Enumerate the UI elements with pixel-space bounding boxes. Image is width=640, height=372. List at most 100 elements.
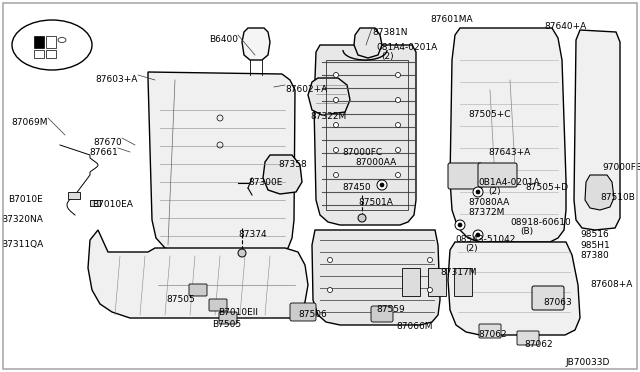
Circle shape — [333, 122, 339, 128]
Bar — [90, 200, 100, 206]
Text: 0B1A4-0201A: 0B1A4-0201A — [478, 178, 540, 187]
Text: B6400: B6400 — [209, 35, 238, 44]
Circle shape — [238, 249, 246, 257]
Text: 87559: 87559 — [376, 305, 404, 314]
Circle shape — [428, 288, 433, 292]
Text: 985H1: 985H1 — [580, 241, 610, 250]
Polygon shape — [585, 175, 614, 210]
FancyBboxPatch shape — [532, 286, 564, 310]
Text: 87317M: 87317M — [440, 268, 477, 277]
FancyBboxPatch shape — [478, 163, 517, 187]
Circle shape — [333, 73, 339, 77]
Text: 97000FB: 97000FB — [602, 163, 640, 172]
Circle shape — [458, 223, 462, 227]
FancyBboxPatch shape — [290, 303, 316, 321]
Text: 87670: 87670 — [93, 138, 122, 147]
Text: 08918-60610: 08918-60610 — [510, 218, 571, 227]
Text: 87510B: 87510B — [600, 193, 635, 202]
Text: 87381N: 87381N — [372, 28, 408, 37]
Text: B7010EA: B7010EA — [92, 200, 133, 209]
Text: 87608+A: 87608+A — [590, 280, 632, 289]
Text: 87358: 87358 — [278, 160, 307, 169]
Text: B7320NA: B7320NA — [1, 215, 43, 224]
Ellipse shape — [58, 38, 66, 42]
Text: 081A4-0201A: 081A4-0201A — [376, 43, 437, 52]
FancyBboxPatch shape — [517, 331, 539, 345]
Text: 87000FC: 87000FC — [342, 148, 382, 157]
Text: 87300E: 87300E — [248, 178, 282, 187]
Text: 87062: 87062 — [524, 340, 552, 349]
Circle shape — [377, 180, 387, 190]
Text: 87601MA: 87601MA — [430, 15, 472, 24]
FancyBboxPatch shape — [219, 312, 237, 324]
Text: 87450: 87450 — [342, 183, 371, 192]
Bar — [34, 50, 44, 58]
Text: 87643+A: 87643+A — [488, 148, 531, 157]
Text: (2): (2) — [488, 187, 500, 196]
Polygon shape — [448, 242, 580, 335]
Bar — [34, 36, 44, 48]
Polygon shape — [312, 230, 440, 325]
Text: 87603+A: 87603+A — [95, 75, 138, 84]
Text: 87374: 87374 — [238, 230, 267, 239]
Circle shape — [396, 148, 401, 153]
Text: JB70033D: JB70033D — [566, 358, 610, 367]
Circle shape — [396, 122, 401, 128]
Text: 87062: 87062 — [478, 330, 507, 339]
Circle shape — [396, 97, 401, 103]
FancyBboxPatch shape — [479, 324, 501, 338]
Ellipse shape — [12, 20, 92, 70]
Polygon shape — [354, 28, 382, 58]
Circle shape — [333, 97, 339, 103]
Text: 87066M: 87066M — [396, 322, 433, 331]
Text: B7505: B7505 — [212, 320, 241, 329]
Circle shape — [328, 288, 333, 292]
Text: 87322M: 87322M — [310, 112, 346, 121]
Circle shape — [473, 187, 483, 197]
Polygon shape — [308, 78, 350, 115]
Text: B7311QA: B7311QA — [1, 240, 43, 249]
Circle shape — [428, 257, 433, 263]
Circle shape — [455, 220, 465, 230]
Text: 87380: 87380 — [580, 251, 609, 260]
Circle shape — [358, 214, 366, 222]
Text: (2): (2) — [381, 52, 394, 61]
Circle shape — [333, 173, 339, 177]
Bar — [46, 36, 56, 48]
Circle shape — [473, 230, 483, 240]
Polygon shape — [263, 155, 302, 194]
Text: B7010E: B7010E — [8, 195, 43, 204]
Circle shape — [476, 190, 480, 194]
Bar — [454, 268, 472, 296]
Polygon shape — [574, 30, 620, 230]
Text: 87505+D: 87505+D — [525, 183, 568, 192]
Bar — [402, 268, 420, 296]
Bar — [428, 268, 446, 296]
Text: 08543-51042: 08543-51042 — [455, 235, 515, 244]
FancyBboxPatch shape — [448, 163, 482, 189]
Circle shape — [328, 257, 333, 263]
Bar — [68, 192, 80, 199]
Circle shape — [396, 173, 401, 177]
Text: (B): (B) — [520, 227, 533, 236]
Polygon shape — [450, 28, 566, 242]
Text: 87069M: 87069M — [12, 118, 48, 127]
Text: 87661: 87661 — [89, 148, 118, 157]
Bar — [46, 50, 56, 58]
FancyBboxPatch shape — [371, 306, 393, 322]
Circle shape — [380, 183, 384, 187]
Text: 87080AA: 87080AA — [468, 198, 509, 207]
Text: 87063: 87063 — [543, 298, 572, 307]
FancyBboxPatch shape — [189, 284, 207, 296]
Text: (2): (2) — [465, 244, 477, 253]
Text: 87602+A: 87602+A — [285, 85, 327, 94]
Circle shape — [333, 148, 339, 153]
Text: 87505+C: 87505+C — [468, 110, 511, 119]
Text: 87506: 87506 — [298, 310, 327, 319]
Polygon shape — [88, 230, 308, 318]
Polygon shape — [242, 28, 270, 60]
Text: 87372M: 87372M — [468, 208, 504, 217]
Circle shape — [476, 233, 480, 237]
Text: 87505: 87505 — [166, 295, 195, 304]
Polygon shape — [148, 72, 295, 252]
